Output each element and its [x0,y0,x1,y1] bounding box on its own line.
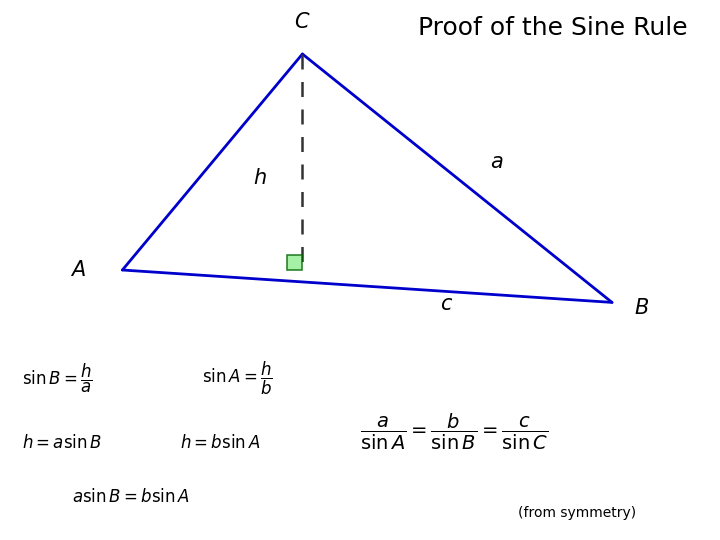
Text: $\sin A = \dfrac{h}{b}$: $\sin A = \dfrac{h}{b}$ [202,360,272,396]
Text: $B$: $B$ [634,298,649,318]
Text: (from symmetry): (from symmetry) [518,506,636,520]
Text: $C$: $C$ [294,12,310,32]
Text: $h$: $h$ [253,168,266,188]
Text: $h = b\sin A$: $h = b\sin A$ [180,434,260,452]
Text: $a\sin B = b\sin A$: $a\sin B = b\sin A$ [72,488,190,506]
Text: $\sin B = \dfrac{h}{a}$: $\sin B = \dfrac{h}{a}$ [22,361,92,395]
Text: $A$: $A$ [71,260,86,280]
Bar [287,255,302,270]
Text: $\dfrac{a}{\sin A} = \dfrac{b}{\sin B} = \dfrac{c}{\sin C}$: $\dfrac{a}{\sin A} = \dfrac{b}{\sin B} =… [360,412,549,452]
Text: $c$: $c$ [440,294,453,314]
Text: Proof of the Sine Rule: Proof of the Sine Rule [418,16,687,40]
Text: $h = a\sin B$: $h = a\sin B$ [22,434,102,452]
Text: $a$: $a$ [490,152,503,172]
